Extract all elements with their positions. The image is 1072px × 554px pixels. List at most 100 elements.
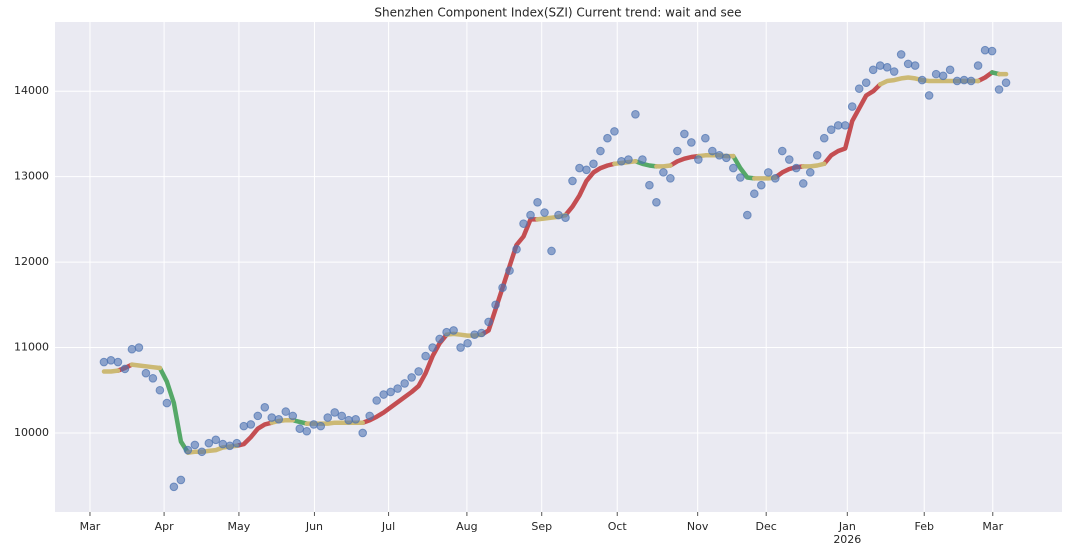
x-tick-label: Feb	[914, 520, 933, 533]
data-point	[302, 426, 312, 436]
data-point	[365, 411, 374, 421]
data-point	[617, 156, 626, 166]
x-tick-label: Mar	[982, 520, 1003, 533]
data-point	[288, 411, 298, 421]
data-point	[966, 76, 976, 86]
data-point	[750, 189, 759, 199]
data-point	[722, 153, 731, 163]
data-point	[589, 159, 598, 169]
data-point	[120, 364, 130, 374]
x-tick-label: Apr	[155, 520, 175, 533]
data-point	[596, 146, 605, 156]
data-point	[715, 150, 724, 160]
data-point	[239, 421, 249, 431]
x-tick-label: May	[228, 520, 251, 533]
data-point	[463, 338, 472, 348]
data-point	[148, 373, 158, 383]
y-tick-label: 13000	[14, 170, 49, 183]
data-point	[540, 208, 549, 217]
data-point	[351, 414, 361, 424]
data-point	[330, 408, 340, 417]
data-point	[393, 384, 402, 393]
data-point	[169, 482, 179, 492]
data-point	[938, 71, 948, 81]
data-point	[819, 133, 829, 143]
data-point	[924, 91, 934, 100]
trend-line	[157, 70, 1002, 455]
data-point	[680, 129, 689, 139]
data-point	[127, 344, 137, 354]
data-point	[190, 440, 200, 450]
data-point	[295, 424, 305, 433]
data-point	[106, 356, 116, 365]
data-point	[875, 61, 885, 70]
data-point	[854, 84, 864, 93]
data-point	[141, 368, 151, 378]
data-point	[694, 155, 703, 164]
data-point	[784, 155, 794, 164]
data-point	[994, 85, 1004, 94]
data-point	[386, 387, 395, 397]
data-point	[701, 133, 710, 143]
data-point	[889, 67, 899, 76]
data-point	[323, 413, 333, 422]
data-point	[113, 357, 123, 367]
data-point	[903, 59, 913, 69]
data-point	[246, 420, 256, 429]
data-point	[673, 146, 682, 156]
data-point	[763, 168, 773, 177]
data-point	[344, 415, 354, 425]
x-tick-label: Dec	[756, 520, 777, 533]
data-point	[547, 246, 556, 256]
data-point	[861, 78, 871, 87]
data-point	[945, 65, 955, 75]
x-tick-sublabel: 2026	[833, 533, 861, 546]
data-point	[162, 398, 172, 408]
y-tick-label: 12000	[14, 255, 49, 268]
data-point	[708, 146, 717, 156]
data-point	[477, 328, 486, 338]
data-point	[456, 343, 465, 352]
data-point	[931, 69, 941, 79]
data-point	[980, 45, 990, 55]
data-point	[1001, 78, 1011, 87]
data-point	[777, 146, 787, 156]
data-point	[959, 75, 969, 85]
data-point	[533, 197, 542, 207]
data-point	[99, 357, 109, 367]
data-point	[840, 121, 850, 130]
data-point	[729, 163, 738, 173]
x-tick-label: Mar	[80, 520, 101, 533]
data-point	[973, 61, 983, 70]
data-point	[882, 62, 892, 72]
data-point	[498, 283, 507, 293]
x-tick-label: Jul	[381, 520, 395, 533]
data-point	[952, 76, 962, 86]
data-point	[917, 75, 927, 85]
data-point	[770, 174, 780, 183]
data-point	[519, 219, 528, 228]
data-point	[470, 330, 479, 340]
data-point	[582, 165, 591, 175]
data-point	[337, 411, 347, 421]
data-point	[526, 210, 535, 220]
chart-title: Shenzhen Component Index(SZI) Current tr…	[374, 6, 741, 20]
data-point	[868, 65, 878, 75]
data-point	[805, 168, 815, 177]
x-tick-label: Oct	[608, 520, 628, 533]
data-point	[274, 414, 284, 424]
data-point	[183, 445, 193, 455]
data-point	[267, 413, 277, 422]
data-point	[379, 390, 388, 399]
x-tick-label: Aug	[456, 520, 477, 533]
data-point	[505, 266, 514, 275]
data-point	[316, 421, 326, 431]
data-point	[847, 102, 857, 111]
data-point	[638, 155, 647, 164]
data-point	[484, 317, 493, 327]
data-point	[756, 180, 766, 190]
data-point	[554, 210, 563, 220]
data-point	[435, 334, 444, 344]
data-point	[812, 150, 822, 160]
